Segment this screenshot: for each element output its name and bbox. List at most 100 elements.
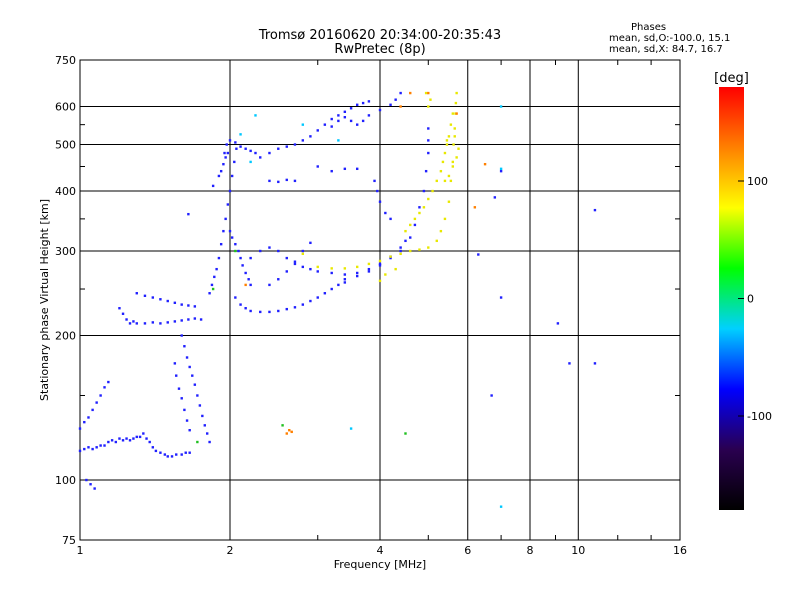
data-point-O <box>323 123 327 126</box>
data-point-O <box>399 249 402 253</box>
data-point-O <box>330 169 333 173</box>
data-point-O <box>151 446 155 449</box>
data-point-O <box>83 420 86 424</box>
data-point-O <box>330 287 333 291</box>
data-point-O <box>187 212 190 216</box>
data-point-O <box>205 432 209 435</box>
data-point-O <box>175 374 178 377</box>
data-point-O <box>301 265 305 269</box>
data-point-O <box>166 299 169 303</box>
data-point-O <box>93 487 96 490</box>
data-point-O <box>277 249 280 253</box>
data-point-X <box>449 123 453 126</box>
data-point-O <box>215 267 218 271</box>
data-point-X <box>457 147 460 150</box>
data-point-O <box>135 435 138 439</box>
data-point-O <box>118 307 121 310</box>
data-point-O <box>367 114 371 117</box>
data-point-O <box>128 439 132 442</box>
data-point-O <box>249 149 252 153</box>
data-point-X <box>449 179 453 183</box>
y-tick-label: 75 <box>62 534 76 547</box>
y-tick-label: 100 <box>55 474 76 487</box>
data-point-O <box>180 303 183 306</box>
chart-title: Tromsø 20160620 20:34:00-20:35:43 <box>258 28 502 43</box>
data-point-O <box>78 427 82 430</box>
data-point-O <box>228 229 232 233</box>
data-point-O <box>170 455 174 458</box>
data-point-O <box>247 278 250 281</box>
data-point-O <box>309 267 312 271</box>
data-point-X <box>367 262 371 266</box>
data-point-O <box>422 189 426 193</box>
data-point-O <box>244 147 247 150</box>
data-point-O <box>187 318 190 321</box>
data-point-X <box>454 101 458 105</box>
data-point-O <box>91 447 94 451</box>
data-point-X <box>441 160 445 164</box>
data-point-O <box>349 119 353 123</box>
data-point-O <box>180 397 183 400</box>
data-point-O <box>239 256 242 260</box>
data-point-O <box>337 119 340 123</box>
data-point-O <box>159 298 162 301</box>
data-point-O <box>293 260 297 263</box>
data-point-O <box>343 110 347 113</box>
data-point-O <box>225 143 228 146</box>
data-point-O <box>95 401 98 404</box>
x-tick-label: 2 <box>227 544 234 557</box>
data-point-O <box>217 174 221 178</box>
data-point-O <box>244 307 247 310</box>
data-point-O <box>285 270 288 273</box>
data-point-O <box>159 322 162 325</box>
data-point-O <box>399 91 402 95</box>
data-point-O <box>132 320 135 323</box>
data-point-O <box>499 169 503 173</box>
data-point-O <box>83 447 86 451</box>
data-point-O <box>143 294 147 297</box>
data-point-O <box>285 256 288 260</box>
data-point-green <box>211 287 215 291</box>
colorbar-tick-label: 0 <box>747 293 754 306</box>
y-tick-label: 300 <box>55 245 76 258</box>
data-point-O <box>330 125 333 128</box>
data-point-O <box>87 416 90 419</box>
data-point-O <box>114 440 118 444</box>
data-point-O <box>268 283 271 287</box>
data-point-O <box>361 119 365 123</box>
data-point-X <box>404 229 407 233</box>
data-point-X <box>422 206 426 209</box>
data-point-O <box>316 129 319 132</box>
data-point-O <box>301 249 305 253</box>
data-point-X <box>439 169 443 173</box>
data-point-other <box>288 429 291 432</box>
data-point-cyan <box>249 160 252 164</box>
data-point-O <box>337 283 340 287</box>
data-point-O <box>376 189 379 193</box>
data-point-O <box>285 145 288 148</box>
data-point-other <box>399 105 402 108</box>
data-point-X <box>452 143 455 146</box>
data-point-green <box>281 424 284 427</box>
y-tick-label: 600 <box>55 101 76 114</box>
data-point-O <box>239 145 242 148</box>
data-point-O <box>183 345 186 348</box>
data-point-O <box>125 437 128 440</box>
data-point-other <box>409 91 412 95</box>
data-point-O <box>355 271 359 275</box>
data-point-O <box>499 296 503 299</box>
data-point-O <box>241 264 244 267</box>
data-point-O <box>343 116 347 119</box>
data-point-O <box>183 408 186 412</box>
data-point-O <box>268 179 271 183</box>
data-point-O <box>404 239 407 243</box>
data-point-X <box>418 211 421 215</box>
data-point-cyan <box>337 139 340 142</box>
data-point-other <box>427 91 430 95</box>
data-point-O <box>128 322 132 325</box>
data-point-O <box>226 203 230 206</box>
data-point-O <box>211 184 215 188</box>
data-point-O <box>277 147 280 150</box>
data-point-O <box>173 320 177 323</box>
data-point-other <box>455 112 458 115</box>
